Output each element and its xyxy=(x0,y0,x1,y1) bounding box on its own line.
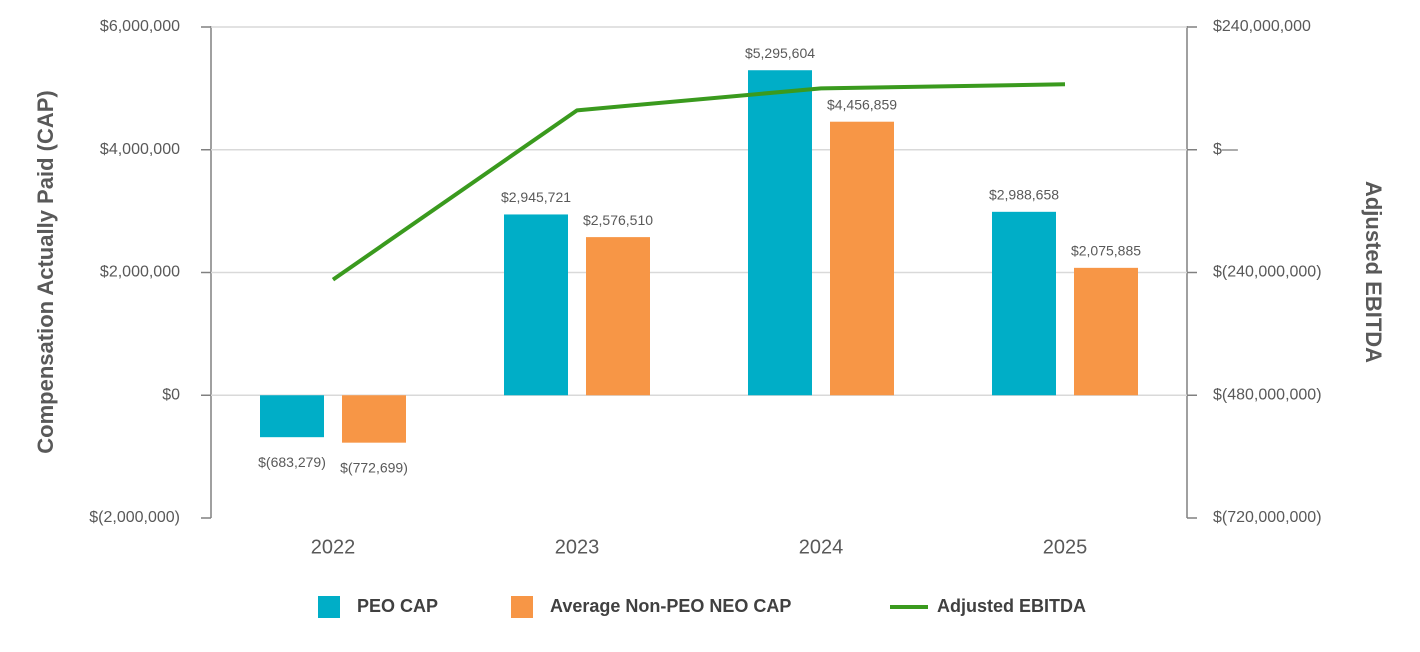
y2-tick-label: $(240,000,000) xyxy=(1213,264,1322,281)
bar xyxy=(586,237,650,396)
bar xyxy=(992,211,1056,396)
line-series xyxy=(331,82,1066,282)
value-label: $2,945,721 xyxy=(501,189,571,205)
value-label: $2,075,885 xyxy=(1071,243,1141,259)
bar xyxy=(830,121,894,396)
bar xyxy=(342,395,406,443)
bar xyxy=(1074,267,1138,396)
value-label: $2,576,510 xyxy=(583,212,653,228)
x-tick-label: 2024 xyxy=(799,536,844,558)
y2-tick-label: $(720,000,000) xyxy=(1213,509,1322,526)
legend-label: Average Non-PEO NEO CAP xyxy=(550,596,791,616)
legend-swatch xyxy=(318,596,340,618)
bar xyxy=(748,70,812,396)
value-label: $(683,279) xyxy=(258,454,326,470)
x-tick-label: 2022 xyxy=(311,536,356,558)
y-tick-label: $6,000,000 xyxy=(100,18,180,35)
legend-label: Adjusted EBITDA xyxy=(937,596,1086,616)
bar xyxy=(504,214,568,396)
y2-tick-label: $(480,000,000) xyxy=(1213,386,1322,403)
legend-swatch xyxy=(511,596,533,618)
legend-label: PEO CAP xyxy=(357,596,438,616)
x-tick-label: 2025 xyxy=(1043,536,1088,558)
bar xyxy=(260,395,324,438)
y-tick-label: $2,000,000 xyxy=(100,264,180,281)
y-tick-label: $(2,000,000) xyxy=(89,509,180,526)
y2-tick-label: $— xyxy=(1213,141,1238,158)
y2-axis-label: Adjusted EBITDA xyxy=(1361,181,1386,363)
x-tick-label: 2023 xyxy=(555,536,600,558)
y2-tick-label: $240,000,000 xyxy=(1213,18,1311,35)
value-label: $2,988,658 xyxy=(989,187,1059,203)
y-tick-label: $4,000,000 xyxy=(100,141,180,158)
value-label: $5,295,604 xyxy=(745,45,815,61)
y-tick-label: $0 xyxy=(162,386,180,403)
y-axis-label: Compensation Actually Paid (CAP) xyxy=(33,90,58,453)
value-label: $(772,699) xyxy=(340,459,408,475)
value-label: $4,456,859 xyxy=(827,96,897,112)
